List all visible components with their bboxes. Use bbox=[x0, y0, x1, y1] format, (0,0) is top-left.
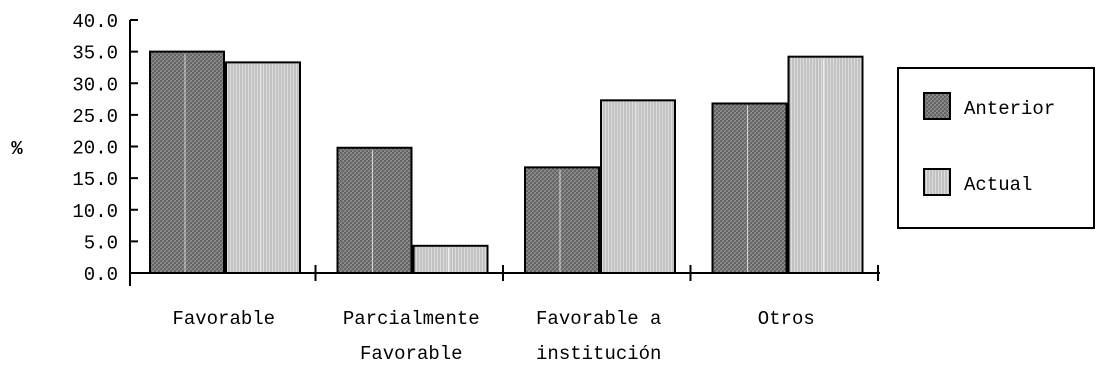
bar-actual-3 bbox=[787, 55, 864, 275]
bar-actual-1 bbox=[412, 244, 489, 275]
x-tick-label: Favorable bbox=[360, 343, 463, 365]
y-tick-label: 40.0 bbox=[72, 11, 118, 33]
bar-anterior-1 bbox=[336, 146, 413, 274]
bar-anterior-3 bbox=[711, 102, 788, 274]
bar-anterior-0 bbox=[149, 50, 225, 274]
y-tick-label: 10.0 bbox=[72, 201, 118, 223]
x-tick-label: Favorable a bbox=[536, 308, 661, 330]
x-tick-label: Favorable bbox=[172, 308, 275, 330]
y-axis-label: % bbox=[11, 138, 23, 160]
x-tick-label: institución bbox=[536, 343, 661, 365]
y-tick-label: 15.0 bbox=[72, 169, 118, 191]
legend-swatch-anterior bbox=[923, 92, 951, 120]
y-tick-label: 20.0 bbox=[72, 138, 118, 160]
y-tick-label: 35.0 bbox=[72, 43, 118, 65]
legend-label-actual: Actual bbox=[964, 174, 1032, 196]
y-tick-label: 5.0 bbox=[84, 232, 118, 254]
bar-actual-0 bbox=[225, 61, 301, 274]
plot-area: 0.0 5.0 10.0 15.0 20.0 25.0 30.0 35.0 40.0 Favora… bbox=[72, 11, 880, 365]
x-tick-label: Parcialmente bbox=[343, 308, 480, 330]
legend-swatch-actual bbox=[923, 168, 951, 196]
y-tick-label: 0.0 bbox=[84, 264, 118, 286]
y-tick-label: 30.0 bbox=[72, 74, 118, 96]
x-tick-label: Otros bbox=[758, 308, 815, 330]
legend-label-anterior: Anterior bbox=[964, 98, 1055, 120]
legend: Anterior Actual bbox=[897, 67, 1095, 229]
y-tick-label: 25.0 bbox=[72, 106, 118, 128]
bar-actual-2 bbox=[600, 99, 676, 274]
bar-anterior-2 bbox=[524, 166, 600, 274]
